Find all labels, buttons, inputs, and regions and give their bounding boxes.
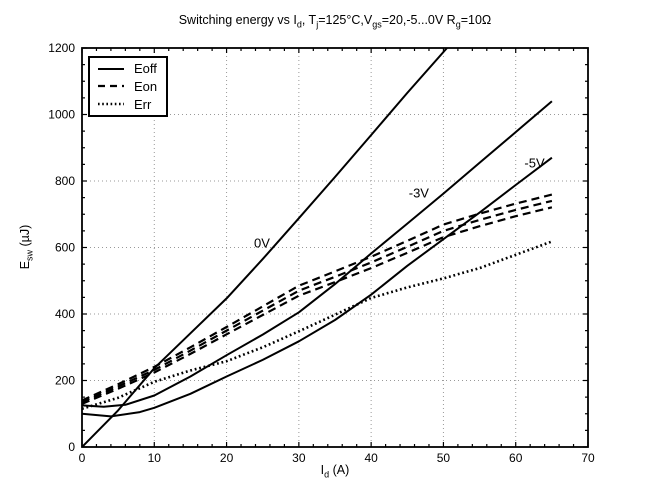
series-eon-lower xyxy=(82,206,553,405)
legend-label-eoff: Eoff xyxy=(134,61,157,77)
label-subscript: d xyxy=(324,469,330,480)
legend-item-eon: Eon xyxy=(97,78,166,95)
x-tick-label: 40 xyxy=(364,451,378,465)
label-text: Switching energy vs I xyxy=(178,13,297,27)
label-text: I xyxy=(320,463,325,477)
label-text: E xyxy=(17,260,32,270)
label-subscript: g xyxy=(455,19,461,30)
y-tick-label: 600 xyxy=(55,241,75,255)
x-tick-label: 50 xyxy=(437,451,451,465)
label-text: =125°C,V xyxy=(318,13,373,27)
x-tick-label: 60 xyxy=(509,451,523,465)
series-eoff-0v xyxy=(82,48,448,447)
x-axis-label: Id (A) xyxy=(82,463,588,480)
legend-label-eon: Eon xyxy=(134,78,158,94)
series-eoff-3v xyxy=(82,100,553,408)
label-text: =20,-5...0V R xyxy=(381,13,456,27)
legend-item-eoff: Eoff xyxy=(97,60,166,77)
series-err xyxy=(82,240,553,411)
label-subscript: d xyxy=(296,19,302,30)
x-tick-label: 70 xyxy=(581,451,595,465)
y-tick-label: 200 xyxy=(55,374,75,388)
label-subscript: gs xyxy=(372,19,382,30)
y-tick-label: 1200 xyxy=(48,41,75,55)
chart-title: Switching energy vs Id, Tj=125°C,Vgs=20,… xyxy=(82,13,588,30)
curve-label-0v: 0V xyxy=(254,235,270,251)
series-eoff-5v xyxy=(82,156,553,418)
x-tick-label: 0 xyxy=(79,451,86,465)
legend-line-solid-icon xyxy=(98,67,124,70)
label-text: (µJ) xyxy=(17,224,32,250)
series-eon-upper xyxy=(82,193,553,402)
label-text: =10Ω xyxy=(460,13,492,27)
label-subscript: sw xyxy=(24,249,35,261)
y-tick-label: 1000 xyxy=(48,108,75,122)
curve-label-minus5v: -5V xyxy=(524,155,545,171)
curve-label-minus3v: -3V xyxy=(408,185,429,201)
legend-line-dotted-icon xyxy=(98,102,124,106)
y-tick-label: 400 xyxy=(55,307,75,321)
label-subscript: j xyxy=(316,19,319,30)
series-eon-middle xyxy=(82,199,553,404)
legend-item-err: Err xyxy=(97,96,166,113)
y-tick-label: 0 xyxy=(68,440,75,454)
y-tick-label: 800 xyxy=(55,174,75,188)
x-tick-label: 10 xyxy=(148,451,162,465)
legend-line-dashed-icon xyxy=(98,85,124,88)
label-text: , T xyxy=(301,13,317,27)
x-tick-label: 20 xyxy=(220,451,234,465)
x-tick-label: 30 xyxy=(292,451,306,465)
legend-label-err: Err xyxy=(134,96,152,112)
label-text: (A) xyxy=(329,463,350,477)
y-axis-label: Esw (µJ) xyxy=(18,225,35,270)
legend: Eoff Eon Err xyxy=(88,56,168,117)
